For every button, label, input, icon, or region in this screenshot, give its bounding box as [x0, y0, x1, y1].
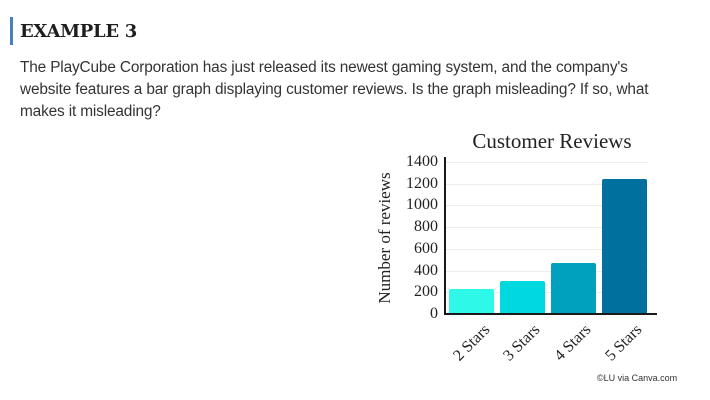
y-tick-label: 0 — [430, 305, 438, 322]
x-tick-label: 5 Stars — [602, 321, 646, 365]
y-tick-label: 200 — [414, 283, 438, 301]
title-accent-bar — [10, 17, 13, 45]
x-tick-label: 3 Stars — [500, 321, 544, 365]
gridline — [446, 292, 648, 294]
question-line: website features a bar graph displaying … — [20, 81, 649, 98]
question-line: makes it misleading? — [20, 103, 161, 120]
y-tick-label: 600 — [414, 239, 438, 257]
x-axis-line — [444, 313, 657, 315]
bar-4-stars — [551, 262, 596, 314]
gridline — [446, 270, 648, 272]
question-text: The PlayCube Corporation has just releas… — [20, 57, 649, 123]
gridline — [446, 183, 648, 185]
chart-title: Customer Reviews — [472, 129, 632, 153]
y-tick-label: 400 — [414, 261, 438, 279]
bar-5-stars — [602, 179, 647, 314]
gridline — [446, 227, 648, 229]
gridline — [446, 248, 648, 250]
y-tick-label: 1400 — [406, 153, 438, 170]
x-tick-label: 4 Stars — [551, 321, 595, 365]
y-axis-line — [444, 157, 446, 315]
bar-3-stars — [500, 281, 545, 314]
gridline — [446, 205, 648, 207]
bar-2-stars — [449, 288, 494, 314]
image-credit: ©LU via Canva.com — [597, 373, 678, 383]
question-line: The PlayCube Corporation has just releas… — [20, 59, 628, 76]
plot-area — [446, 162, 657, 314]
y-tick-label: 1200 — [406, 174, 438, 192]
page-title: EXAMPLE 3 — [20, 21, 137, 42]
x-tick-label: 2 Stars — [450, 321, 494, 365]
y-tick-label: 1000 — [406, 196, 438, 214]
gridline — [446, 162, 648, 163]
y-tick-label: 800 — [414, 218, 438, 236]
